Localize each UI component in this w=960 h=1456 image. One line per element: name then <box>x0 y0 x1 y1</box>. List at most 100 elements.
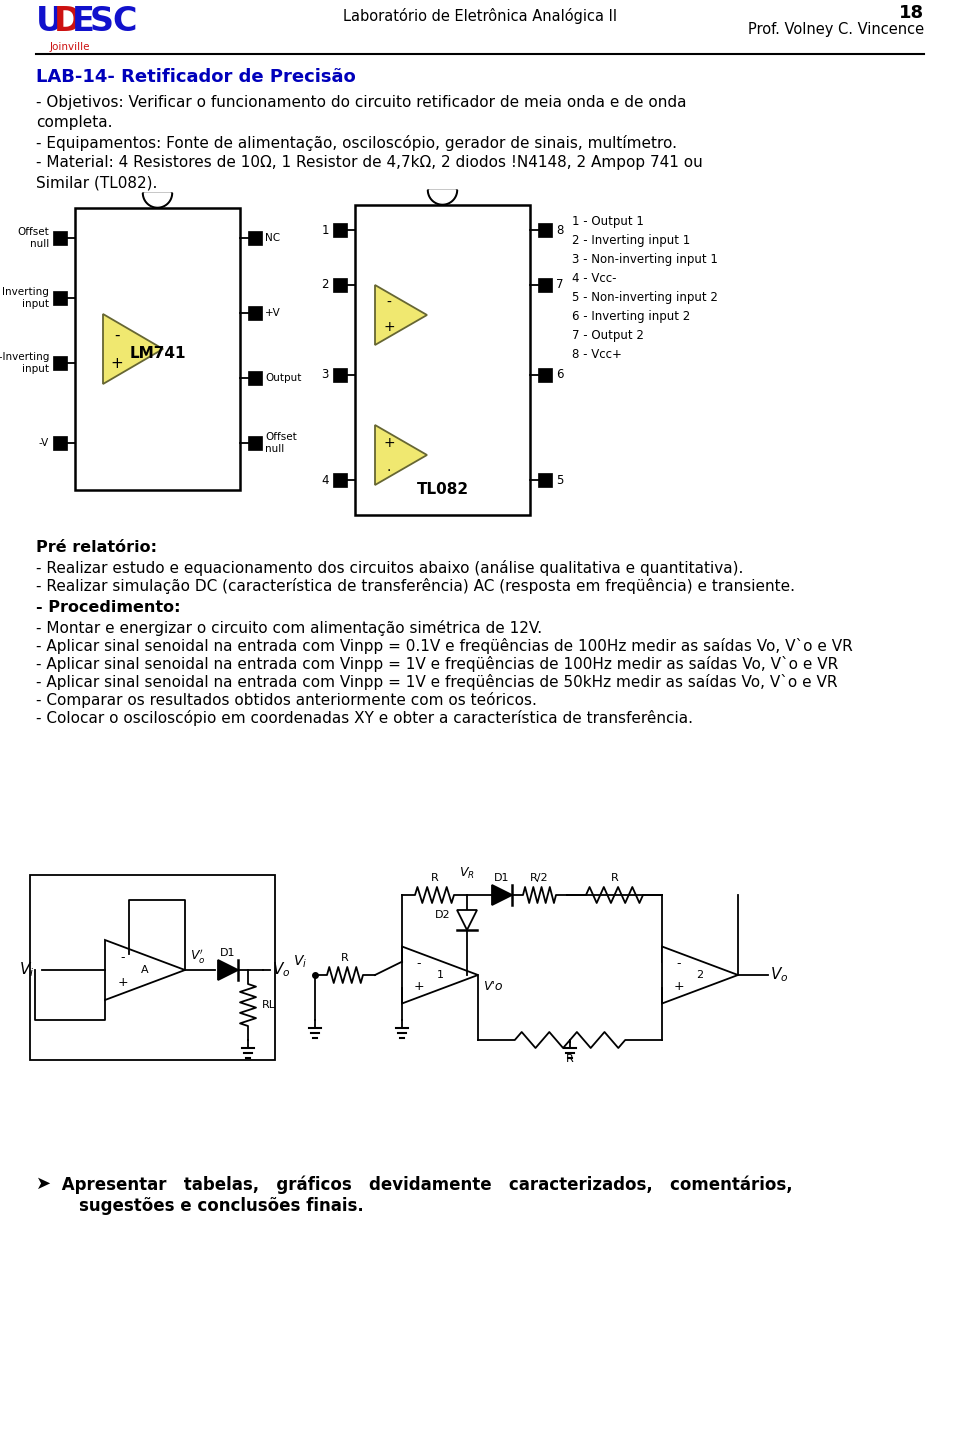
Bar <box>538 223 552 237</box>
Text: - Aplicar sinal senoidal na entrada com Vinpp = 0.1V e freqüências de 100Hz medi: - Aplicar sinal senoidal na entrada com … <box>36 638 852 654</box>
Text: 6: 6 <box>556 368 564 381</box>
Bar <box>333 473 347 486</box>
Polygon shape <box>429 189 455 202</box>
Text: D: D <box>54 4 82 38</box>
Text: Offset
null: Offset null <box>265 432 297 454</box>
Bar <box>53 435 67 450</box>
Text: sugestões e conclusões finais.: sugestões e conclusões finais. <box>56 1197 364 1214</box>
Text: +: + <box>110 355 124 370</box>
Polygon shape <box>457 910 477 930</box>
Polygon shape <box>427 189 458 205</box>
Polygon shape <box>662 946 738 1003</box>
Bar <box>333 223 347 237</box>
Text: Non-Inverting
input: Non-Inverting input <box>0 352 49 374</box>
Text: 6 - Inverting input 2: 6 - Inverting input 2 <box>572 310 690 323</box>
Bar <box>53 357 67 370</box>
Text: V'o: V'o <box>483 980 502 993</box>
Bar <box>248 306 262 320</box>
Text: R: R <box>341 954 348 962</box>
Bar <box>75 208 240 491</box>
Text: 8: 8 <box>556 224 564 236</box>
Text: Prof. Volney C. Vincence: Prof. Volney C. Vincence <box>748 22 924 36</box>
Text: - Equipamentos: Fonte de alimentação, osciloscópio, gerador de sinais, multímetr: - Equipamentos: Fonte de alimentação, os… <box>36 135 677 151</box>
Text: 1: 1 <box>437 970 444 980</box>
Text: E: E <box>72 4 95 38</box>
Text: - Objetivos: Verificar o funcionamento do circuito retificador de meia onda e de: - Objetivos: Verificar o funcionamento d… <box>36 95 686 111</box>
Text: - Colocar o osciloscópio em coordenadas XY e obter a característica de transferê: - Colocar o osciloscópio em coordenadas … <box>36 711 693 727</box>
Text: - Material: 4 Resistores de 10Ω, 1 Resistor de 4,7kΩ, 2 diodos !N4148, 2 Ampop 7: - Material: 4 Resistores de 10Ω, 1 Resis… <box>36 154 703 170</box>
Bar <box>248 232 262 245</box>
Text: 5: 5 <box>556 473 564 486</box>
Text: +V: +V <box>265 309 280 317</box>
Text: .: . <box>387 460 391 475</box>
Text: D1: D1 <box>494 874 510 882</box>
Text: RL: RL <box>262 1000 276 1010</box>
Text: 3: 3 <box>322 368 329 381</box>
Text: - Montar e energizar o circuito com alimentação simétrica de 12V.: - Montar e energizar o circuito com alim… <box>36 620 542 636</box>
Text: SC: SC <box>90 4 138 38</box>
Text: NC: NC <box>265 233 280 243</box>
Text: D1: D1 <box>220 948 236 958</box>
Bar <box>333 368 347 381</box>
Text: completa.: completa. <box>36 115 112 130</box>
Text: U: U <box>36 4 63 38</box>
Text: $V_o'$: $V_o'$ <box>190 946 205 965</box>
Bar <box>538 368 552 381</box>
Text: 2: 2 <box>696 970 704 980</box>
Polygon shape <box>375 425 427 485</box>
Text: D2: D2 <box>436 910 451 920</box>
Polygon shape <box>105 941 185 1000</box>
Bar <box>248 435 262 450</box>
Text: R: R <box>431 874 439 882</box>
Text: Inverting
input: Inverting input <box>2 287 49 309</box>
Text: A: A <box>141 965 149 976</box>
Bar <box>538 473 552 486</box>
Text: $V_o$: $V_o$ <box>272 961 291 980</box>
Text: $V_i$: $V_i$ <box>293 954 307 970</box>
Text: $V_R$: $V_R$ <box>459 866 475 881</box>
Text: -: - <box>417 957 421 970</box>
Bar <box>248 371 262 384</box>
Text: +: + <box>118 976 129 989</box>
Bar <box>538 278 552 293</box>
Text: -V: -V <box>38 438 49 448</box>
Text: 1: 1 <box>322 224 329 236</box>
Text: 8 - Vcc+: 8 - Vcc+ <box>572 348 622 361</box>
Text: R/2: R/2 <box>530 874 549 882</box>
Text: +: + <box>383 435 395 450</box>
Bar <box>355 205 530 515</box>
Text: Pré relatório:: Pré relatório: <box>36 540 157 555</box>
Text: TL082: TL082 <box>417 482 468 498</box>
Text: - Realizar simulação DC (característica de transferência) AC (resposta em freqüê: - Realizar simulação DC (característica … <box>36 578 795 594</box>
Text: - Aplicar sinal senoidal na entrada com Vinpp = 1V e freqüências de 50kHz medir : - Aplicar sinal senoidal na entrada com … <box>36 674 837 690</box>
Text: - Aplicar sinal senoidal na entrada com Vinpp = 1V e freqüências de 100Hz medir : - Aplicar sinal senoidal na entrada com … <box>36 657 838 673</box>
Text: LAB-14- Retificador de Precisão: LAB-14- Retificador de Precisão <box>36 68 356 86</box>
Text: +: + <box>383 320 395 333</box>
Text: Offset
null: Offset null <box>17 227 49 249</box>
Text: $V_i$: $V_i$ <box>18 961 34 980</box>
Text: 2: 2 <box>322 278 329 291</box>
Text: 4 - Vcc-: 4 - Vcc- <box>572 272 616 285</box>
Text: 1 - Output 1: 1 - Output 1 <box>572 215 644 229</box>
Text: -: - <box>121 952 125 964</box>
Bar <box>53 232 67 245</box>
Polygon shape <box>103 314 163 384</box>
Polygon shape <box>142 194 173 208</box>
Text: Laboratório de Eletrônica Analógica II: Laboratório de Eletrônica Analógica II <box>343 7 617 23</box>
Text: -: - <box>387 296 392 310</box>
Text: ➤: ➤ <box>36 1175 51 1192</box>
Text: -: - <box>114 328 120 342</box>
Text: 7 - Output 2: 7 - Output 2 <box>572 329 644 342</box>
Polygon shape <box>492 885 512 906</box>
Text: 4: 4 <box>322 473 329 486</box>
Text: 3 - Non-inverting input 1: 3 - Non-inverting input 1 <box>572 253 718 266</box>
Text: 18: 18 <box>899 4 924 22</box>
Bar <box>333 278 347 293</box>
Text: LM741: LM741 <box>130 347 185 361</box>
Bar <box>53 291 67 304</box>
Text: 5 - Non-inverting input 2: 5 - Non-inverting input 2 <box>572 291 718 304</box>
Text: Joinville: Joinville <box>50 42 90 52</box>
Text: Apresentar   tabelas,   gráficos   devidamente   caracterizados,   comentários,: Apresentar tabelas, gráficos devidamente… <box>56 1175 793 1194</box>
Text: -: - <box>677 957 682 970</box>
Text: +: + <box>674 980 684 993</box>
